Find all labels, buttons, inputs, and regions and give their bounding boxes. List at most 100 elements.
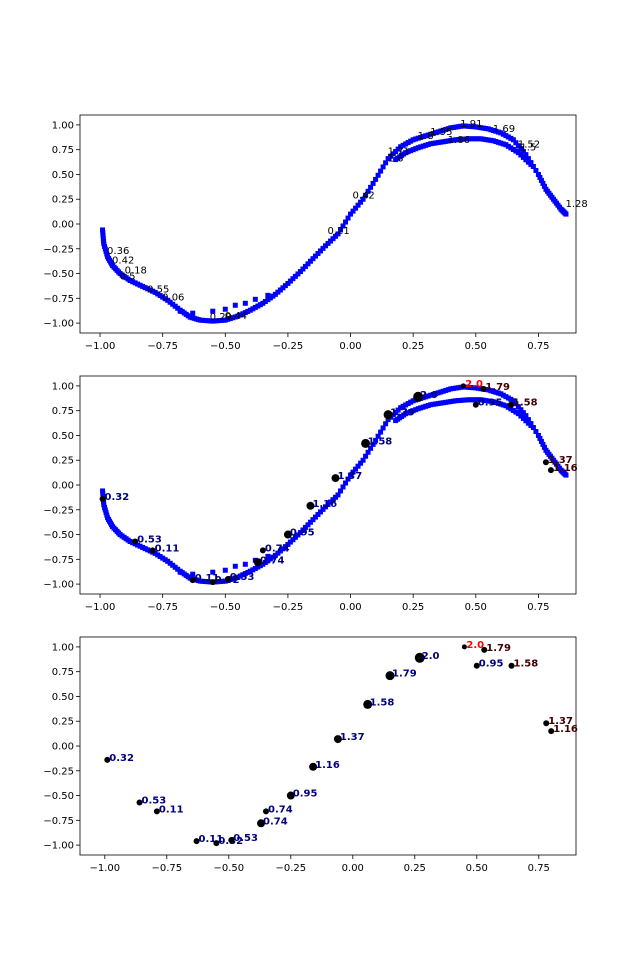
point-label: 2.0	[466, 640, 484, 651]
trajectory-marker	[260, 561, 266, 567]
trajectory-marker	[460, 123, 466, 129]
trajectory-marker	[410, 137, 416, 143]
trajectory-marker	[265, 553, 271, 559]
y-tick-label: 0.50	[52, 692, 74, 703]
x-tick-label: −0.75	[147, 602, 178, 613]
trajectory-marker	[463, 136, 469, 142]
trajectory-marker	[518, 152, 524, 158]
trajectory-marker	[510, 407, 516, 413]
trajectory-marker	[473, 397, 479, 403]
trajectory-marker	[295, 271, 301, 277]
trajectory-marker	[525, 420, 531, 426]
trajectory-marker	[520, 415, 526, 421]
trajectory-marker	[455, 137, 461, 143]
trajectory-marker	[400, 142, 406, 148]
point-label: 0.11	[155, 543, 180, 554]
trajectory-marker	[418, 144, 424, 150]
y-tick-label: 0.50	[52, 170, 74, 181]
trajectory-marker	[100, 227, 106, 233]
trajectory-marker	[475, 136, 481, 142]
trajectory-marker	[102, 504, 108, 510]
trajectory-marker	[247, 307, 253, 313]
trajectory-marker	[365, 449, 371, 455]
plot-area: 0.320.530.110.110.320.530.740.740.951.16…	[104, 640, 578, 847]
x-tick-label: 0.25	[402, 341, 424, 352]
trajectory-marker	[162, 557, 168, 563]
trajectory-marker	[465, 123, 471, 129]
trajectory-marker	[260, 300, 266, 306]
point-label: 1.16	[312, 499, 337, 510]
trajectory-marker	[518, 407, 524, 413]
x-tick-label: 0.50	[466, 863, 488, 874]
y-tick-label: 0.00	[52, 481, 74, 492]
trajectory-marker	[267, 295, 273, 301]
trajectory-marker	[232, 314, 238, 320]
trajectory-marker	[408, 138, 414, 144]
chart-panel-3: −1.00 −0.75 −0.50 −0.25 0.00 0.25 0.50 0.75 −1.0…	[43, 636, 578, 874]
trajectory-marker	[563, 211, 569, 217]
data-point	[228, 837, 235, 844]
y-tick-label: 0.75	[52, 667, 74, 678]
point-label: 0.21	[327, 226, 349, 237]
point-label: 1.16	[553, 463, 578, 474]
point-label: 1.69	[493, 124, 515, 135]
y-tick-label: −0.25	[43, 505, 74, 516]
y-tick-label: −0.75	[43, 294, 74, 305]
trajectory-marker	[167, 299, 173, 305]
trajectory-marker	[450, 124, 456, 130]
trajectory-marker	[428, 131, 434, 137]
trajectory-marker	[408, 399, 414, 405]
trajectory-marker	[508, 406, 514, 412]
trajectory-marker	[515, 404, 521, 410]
trajectory-marker	[480, 125, 486, 131]
trajectory-marker	[505, 404, 511, 410]
data-point	[263, 808, 269, 815]
trajectory-marker	[470, 385, 476, 391]
trajectory-marker	[450, 137, 456, 143]
trajectory-marker	[490, 138, 496, 144]
trajectory-marker	[468, 397, 474, 403]
data-point	[104, 756, 111, 763]
trajectory-marker	[222, 306, 228, 312]
trajectory-marker	[282, 544, 288, 550]
point-label: 0.55	[147, 284, 169, 295]
trajectory-marker	[132, 280, 138, 286]
trajectory-marker	[478, 397, 484, 403]
x-tick-label: 0.25	[402, 602, 424, 613]
trajectory-marker	[438, 128, 444, 134]
trajectory-marker	[262, 298, 268, 304]
trajectory-marker	[235, 574, 241, 580]
trajectory-marker	[160, 294, 166, 300]
trajectory-marker	[450, 398, 456, 404]
trajectory-marker	[297, 269, 303, 275]
trajectory-marker	[538, 438, 544, 444]
trajectory-marker	[523, 413, 529, 419]
trajectory-marker	[433, 140, 439, 146]
trajectory-marker	[177, 308, 183, 314]
data-point	[224, 576, 231, 583]
trajectory-marker	[443, 126, 449, 132]
trajectory-marker	[460, 397, 466, 403]
point-label: 0.36	[107, 246, 129, 257]
trajectory-marker	[445, 399, 451, 405]
trajectory-marker	[102, 246, 108, 252]
trajectory-marker	[443, 399, 449, 405]
trajectory-marker	[368, 445, 374, 451]
trajectory-marker	[475, 124, 481, 130]
trajectory-marker	[523, 157, 529, 163]
trajectory-marker	[360, 457, 366, 463]
trajectory-marker	[142, 285, 148, 291]
trajectory-marker	[508, 135, 514, 141]
trajectory-marker	[485, 398, 491, 404]
trajectory-marker	[217, 318, 223, 324]
trajectory-marker	[375, 172, 381, 178]
point-label: 0.11	[159, 804, 184, 815]
trajectory-marker	[345, 476, 351, 482]
data-point	[209, 579, 216, 586]
trajectory-marker	[230, 576, 236, 582]
trajectory-marker	[302, 524, 308, 530]
trajectory-marker	[473, 385, 479, 391]
data-point	[257, 819, 266, 828]
trajectory-marker	[257, 302, 263, 308]
